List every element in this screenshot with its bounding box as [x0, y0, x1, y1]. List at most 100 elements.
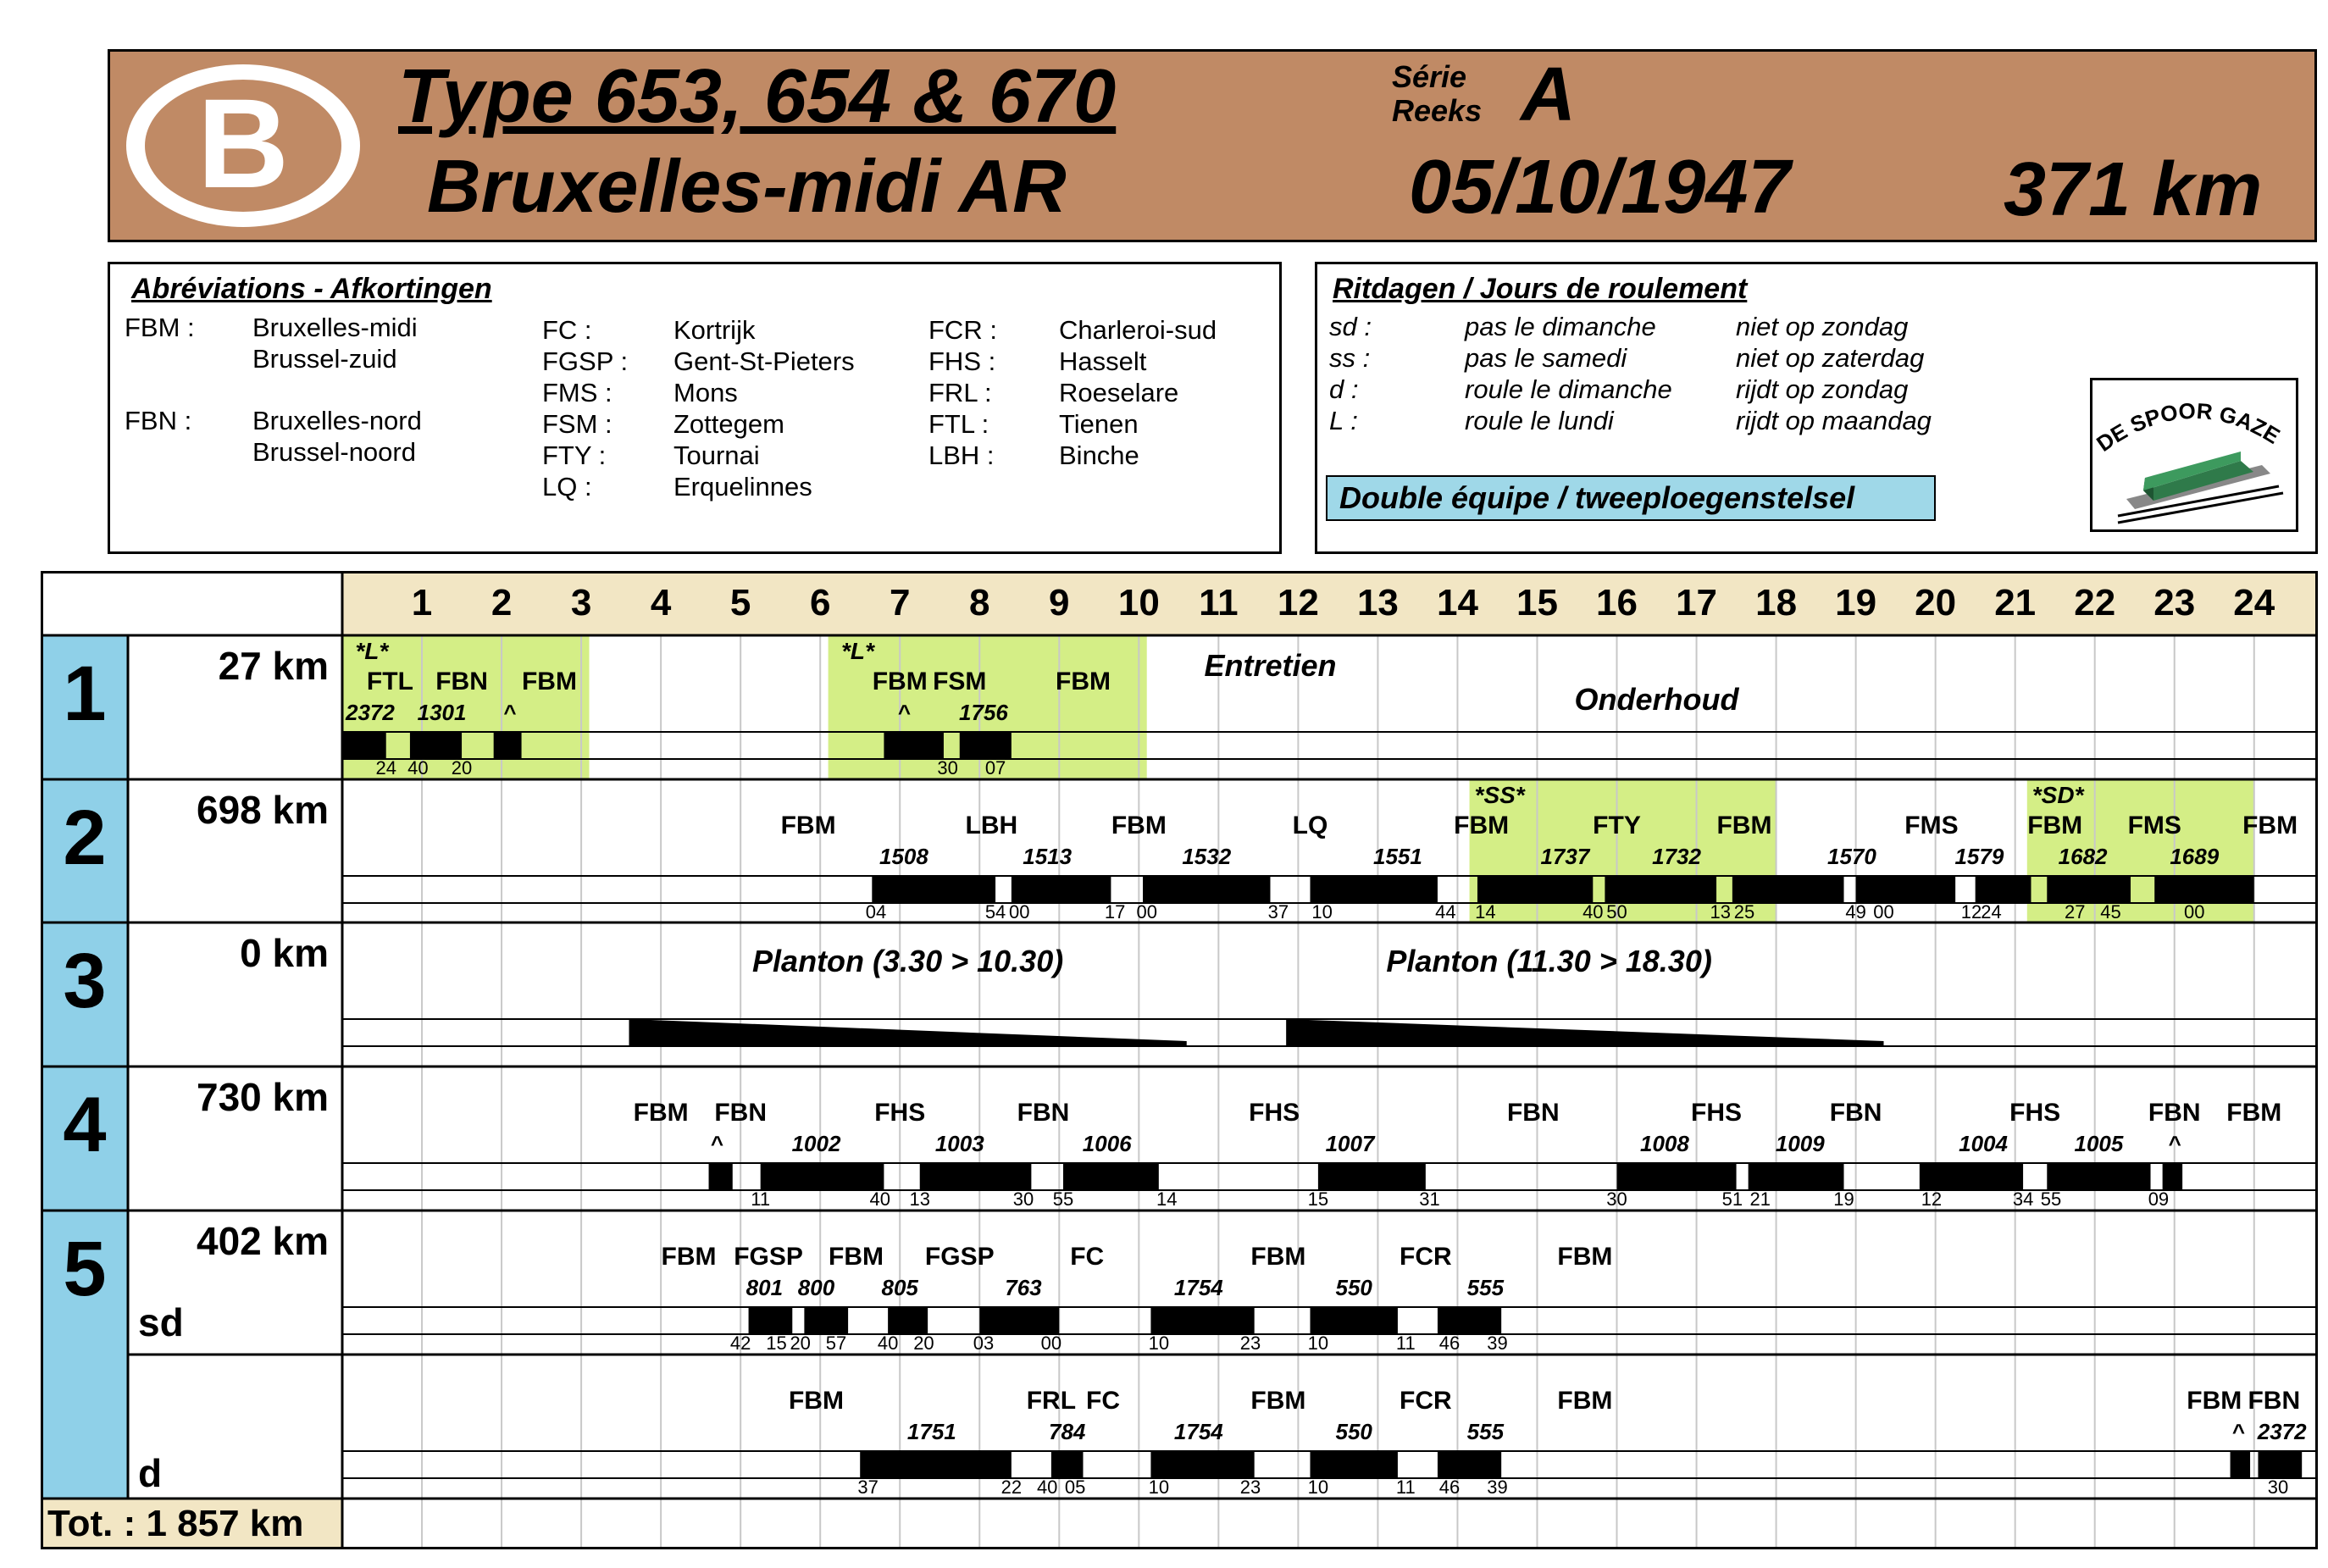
rit-nl: rijdt op maandag: [1736, 406, 1932, 435]
minute-label: 55: [1053, 1188, 1073, 1210]
station-code: FSM: [933, 668, 986, 695]
duty-tag: *L*: [841, 638, 875, 664]
duty-bar: [959, 732, 1012, 759]
minute-label: 50: [1606, 901, 1627, 923]
minute-label: 30: [2268, 1477, 2288, 1498]
rit-code: L :: [1329, 406, 1358, 435]
station-code: FBN: [2148, 1099, 2201, 1127]
hour-label: 20: [1915, 582, 1956, 623]
station-code: FHS: [874, 1099, 925, 1127]
minute-label: 20: [452, 757, 472, 778]
minute-label: 11: [751, 1188, 770, 1210]
abbr-code: FBN :: [125, 406, 192, 435]
minute-label: 00: [1009, 901, 1029, 923]
minute-label: 44: [1435, 901, 1455, 923]
minute-label: 14: [1156, 1188, 1177, 1210]
serie-label-nl: Reeks: [1392, 93, 1483, 128]
abbr-name: Gent-St-Pieters: [673, 346, 855, 376]
abbr-name: Tournai: [673, 440, 760, 470]
duty-bar: [1616, 1163, 1737, 1190]
minute-label: 19: [1833, 1188, 1854, 1210]
duty-bar: [1310, 1307, 1398, 1334]
minute-label: 20: [790, 1333, 810, 1354]
logo-text: DE SPOOR GAZET: [2086, 360, 2285, 457]
hour-label: 2: [491, 582, 512, 623]
rit-code: ss :: [1329, 343, 1371, 373]
ritdagen-box: Ritdagen / Jours de roulement sd : pas l…: [1315, 262, 2318, 554]
minute-label: 12: [1921, 1188, 1942, 1210]
train-number: 1002: [792, 1131, 841, 1156]
hour-label: 5: [730, 582, 751, 623]
duty-bar: [919, 1163, 1032, 1190]
station-code: FBN: [2248, 1387, 2300, 1415]
duty-tag: *SD*: [2032, 782, 2085, 808]
minute-label: 07: [985, 757, 1006, 778]
minute-label: 30: [1013, 1188, 1034, 1210]
total-cell-bg: [41, 1499, 342, 1549]
duty-tag: *SS*: [1475, 782, 1526, 808]
minute-label: 42: [730, 1333, 751, 1354]
minute-label: 21: [1750, 1188, 1771, 1210]
abbr-name: Zottegem: [673, 409, 784, 439]
train-number: 1004: [1959, 1131, 2008, 1156]
grid-border: [41, 571, 2318, 1549]
hour-label: 3: [571, 582, 591, 623]
serie-value: A: [1521, 53, 1576, 137]
station-code: FTY: [1593, 812, 1641, 839]
page-title: Type 653, 654 & 670: [398, 54, 1117, 139]
row-number: 3: [63, 938, 106, 1024]
rit-fr: roule le lundi: [1465, 406, 1614, 435]
abbr-code: LBH :: [928, 440, 995, 470]
double-equipe-label: Double équipe / tweeploegenstelsel: [1326, 475, 1936, 521]
minute-label: 37: [857, 1477, 878, 1498]
duty-bar: [979, 1307, 1060, 1334]
duty-bar: [1062, 1163, 1159, 1190]
station-code: FBM: [2242, 812, 2298, 839]
maintenance-note: Onderhoud: [1575, 682, 1740, 717]
minute-label: 12: [1961, 901, 1982, 923]
row-distance: 698 km: [197, 788, 329, 832]
minute-label: 40: [1037, 1477, 1057, 1498]
train-number: ^: [2168, 1131, 2181, 1156]
train-number: 1532: [1182, 844, 1231, 869]
duty-bar: [1919, 1163, 2024, 1190]
hour-label: 13: [1357, 582, 1399, 623]
train-number: 2372: [2257, 1419, 2307, 1444]
row-distance: 402 km: [197, 1219, 329, 1263]
row-number: 4: [63, 1082, 106, 1168]
locomotive-icon: DE SPOOR GAZET: [2086, 360, 2285, 524]
train-number: 805: [882, 1275, 919, 1300]
minute-label: 10: [1308, 1477, 1328, 1498]
minute-label: 03: [973, 1333, 994, 1354]
duty-tag: *L*: [355, 638, 389, 664]
abbreviations-title: Abréviations - Afkortingen: [131, 273, 492, 305]
minute-label: 04: [866, 901, 886, 923]
planton-start-bar: [629, 1019, 638, 1046]
minute-label: 31: [1419, 1188, 1439, 1210]
train-number: ^: [2231, 1419, 2245, 1444]
station-code: FGSP: [734, 1243, 803, 1271]
train-number: 1754: [1174, 1419, 1223, 1444]
minute-label: 10: [1149, 1333, 1169, 1354]
station-code: FBM: [522, 668, 577, 695]
minute-label: 57: [826, 1333, 846, 1354]
abbr-name: Erquelinnes: [673, 472, 812, 501]
hour-label: 22: [2074, 582, 2115, 623]
abbr-name: Hasselt: [1059, 346, 1147, 376]
minute-label: 34: [2013, 1188, 2033, 1210]
train-number: 2372: [345, 700, 395, 725]
row-distance: 730 km: [197, 1075, 329, 1119]
abbr-code: FGSP :: [542, 346, 629, 376]
hour-label: 24: [2233, 582, 2275, 623]
hour-label: 11: [1199, 582, 1239, 623]
station-code: FBM: [1557, 1387, 1612, 1415]
train-number: 1570: [1827, 844, 1876, 869]
station-code: FBM: [2027, 812, 2082, 839]
minute-label: 00: [1041, 1333, 1061, 1354]
duty-bar: [2230, 1451, 2251, 1478]
hour-label: 14: [1437, 582, 1478, 623]
minute-label: 00: [2184, 901, 2204, 923]
abbr-name: Tienen: [1059, 409, 1139, 439]
train-number: 550: [1336, 1275, 1373, 1300]
minute-label: 13: [1710, 901, 1731, 923]
